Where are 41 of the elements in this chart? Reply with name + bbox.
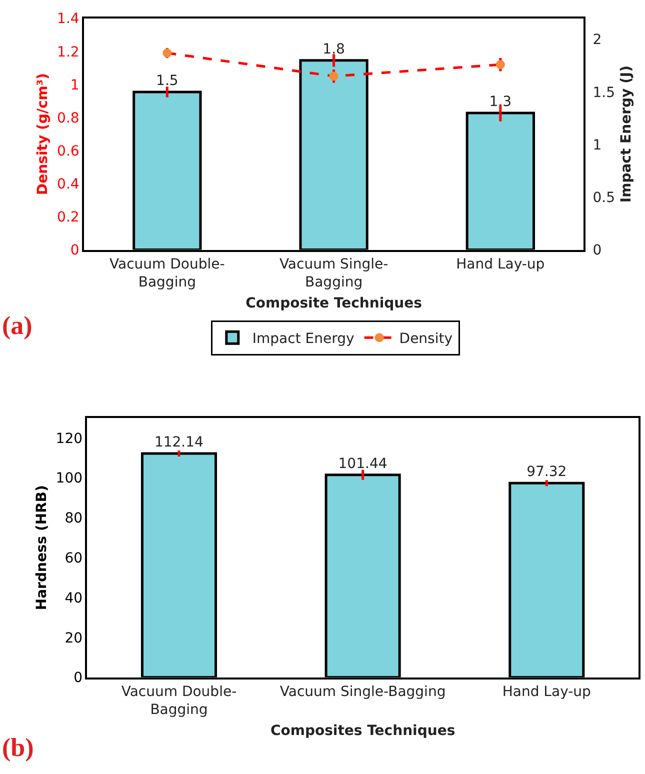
y-tick-label: 1.4 [57, 11, 80, 28]
x-tick-label: Hand Lay-up [502, 684, 592, 700]
y-tick-label: 0.4 [57, 176, 80, 193]
y-tick-label: 120 [56, 430, 83, 447]
data-label: 1.5 [156, 72, 178, 89]
data-label: 101.44 [338, 456, 388, 472]
y-tick-label: 100 [56, 470, 83, 487]
y-tick-label: 0 [70, 242, 80, 259]
data-label: 1.8 [322, 41, 345, 58]
data-label: 97.32 [526, 464, 567, 480]
x-axis-title: Composites Techniques [270, 722, 456, 739]
y2-tick-label: 0.5 [592, 190, 615, 206]
x-tick-label: Vacuum Double- Bagging [121, 684, 237, 718]
y2-tick-label: 1.5 [592, 84, 615, 101]
y-tick-label: 0.2 [57, 210, 80, 226]
y2-axis-title: Impact Energy (J) [618, 65, 634, 203]
x-tick-label: Vacuum Single-Bagging [280, 684, 446, 700]
y-tick-label: 0.8 [57, 110, 80, 126]
y-tick-label: 0 [74, 670, 83, 686]
y-tick-label: 0.6 [57, 143, 80, 160]
y-tick-label: 80 [64, 510, 83, 527]
y-tick-label: 60 [64, 550, 83, 566]
text: (a) [2, 311, 32, 340]
legend-label: Impact Energy [252, 331, 354, 348]
y-tick-label: 1.2 [57, 44, 80, 60]
text: (b) [2, 733, 34, 762]
data-label: 1.3 [489, 94, 512, 110]
y-axis-title: Density (g/cm³) [35, 73, 52, 195]
x-tick-label: Hand Lay-up [456, 256, 545, 272]
x-axis-title: Composite Techniques [246, 295, 422, 312]
y2-tick-label: 1 [592, 137, 602, 154]
legend-label: Density [399, 331, 453, 348]
y-tick-label: 20 [64, 630, 83, 646]
data-label: 112.14 [154, 434, 204, 451]
x-tick-label: Vacuum Single- Bagging [279, 256, 388, 291]
y-tick-label: 40 [64, 590, 83, 606]
y-tick-label: 1 [70, 77, 80, 94]
x-tick-label: Vacuum Double- Bagging [110, 256, 225, 291]
y2-tick-label: 2 [592, 32, 602, 48]
y-axis-title: Hardness (HRB) [34, 485, 50, 610]
y2-tick-label: 0 [592, 242, 602, 259]
